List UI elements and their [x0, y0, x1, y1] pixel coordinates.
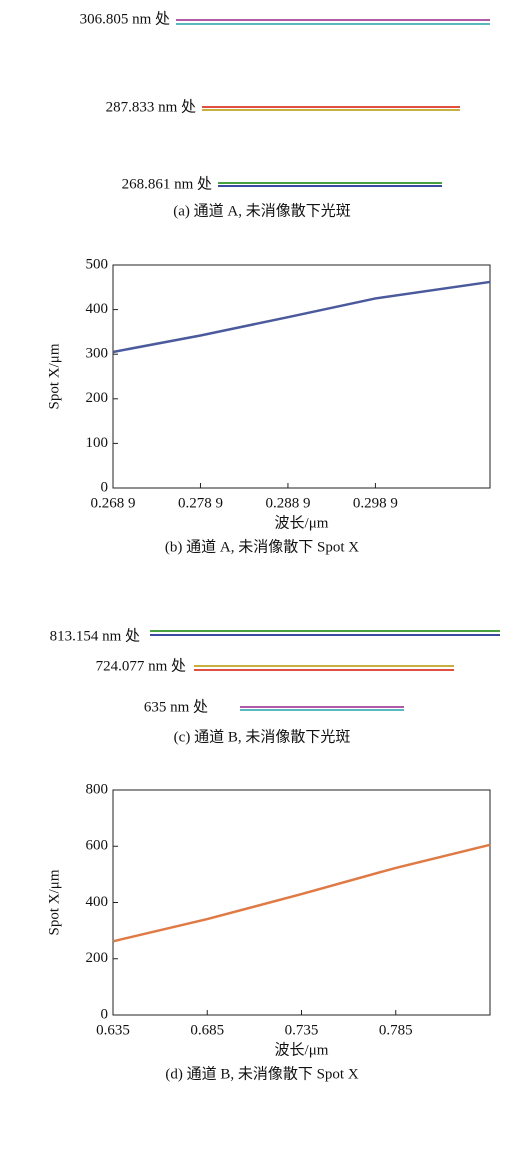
y-tick-label: 200 — [86, 950, 109, 966]
x-tick-label: 0.288 9 — [265, 495, 310, 511]
spot-label: 813.154 nm 处 — [50, 627, 140, 644]
spot-label: 287.833 nm 处 — [106, 98, 196, 115]
y-axis-label: Spot X/μm — [46, 869, 62, 935]
y-tick-label: 200 — [86, 390, 109, 406]
y-tick-label: 0 — [101, 1006, 109, 1022]
caption: (d) 通道 B, 未消像散下 Spot X — [165, 1065, 359, 1082]
x-tick-label: 0.735 — [285, 1022, 319, 1038]
y-tick-label: 400 — [86, 301, 109, 317]
x-axis-label: 波长/μm — [275, 514, 329, 531]
y-tick-label: 600 — [86, 838, 109, 854]
x-tick-label: 0.298 9 — [353, 495, 398, 511]
plot-frame — [113, 265, 490, 488]
caption: (a) 通道 A, 未消像散下光斑 — [173, 202, 350, 219]
data-line — [113, 845, 490, 941]
y-tick-label: 500 — [86, 256, 109, 272]
data-line — [113, 282, 490, 352]
x-tick-label: 0.278 9 — [178, 495, 223, 511]
spot-label: 306.805 nm 处 — [80, 10, 170, 27]
y-tick-label: 400 — [86, 894, 109, 910]
spot-label: 268.861 nm 处 — [122, 175, 212, 192]
x-tick-label: 0.635 — [96, 1022, 130, 1038]
plot-frame — [113, 790, 490, 1015]
spot-label: 635 nm 处 — [144, 698, 208, 715]
y-tick-label: 300 — [86, 346, 109, 362]
x-tick-label: 0.785 — [379, 1022, 413, 1038]
x-axis-label: 波长/μm — [275, 1041, 329, 1058]
y-tick-label: 800 — [86, 781, 109, 797]
y-tick-label: 0 — [101, 479, 109, 495]
figure: 306.805 nm 处 287.833 nm 处 268.861 nm 处 (… — [0, 0, 517, 1155]
caption: (c) 通道 B, 未消像散下光斑 — [174, 728, 351, 745]
x-tick-label: 0.268 9 — [91, 495, 136, 511]
caption: (b) 通道 A, 未消像散下 Spot X — [165, 538, 359, 555]
y-axis-label: Spot X/μm — [46, 343, 62, 409]
spot-label: 724.077 nm 处 — [96, 657, 186, 674]
y-tick-label: 100 — [86, 435, 109, 451]
x-tick-label: 0.685 — [190, 1022, 224, 1038]
